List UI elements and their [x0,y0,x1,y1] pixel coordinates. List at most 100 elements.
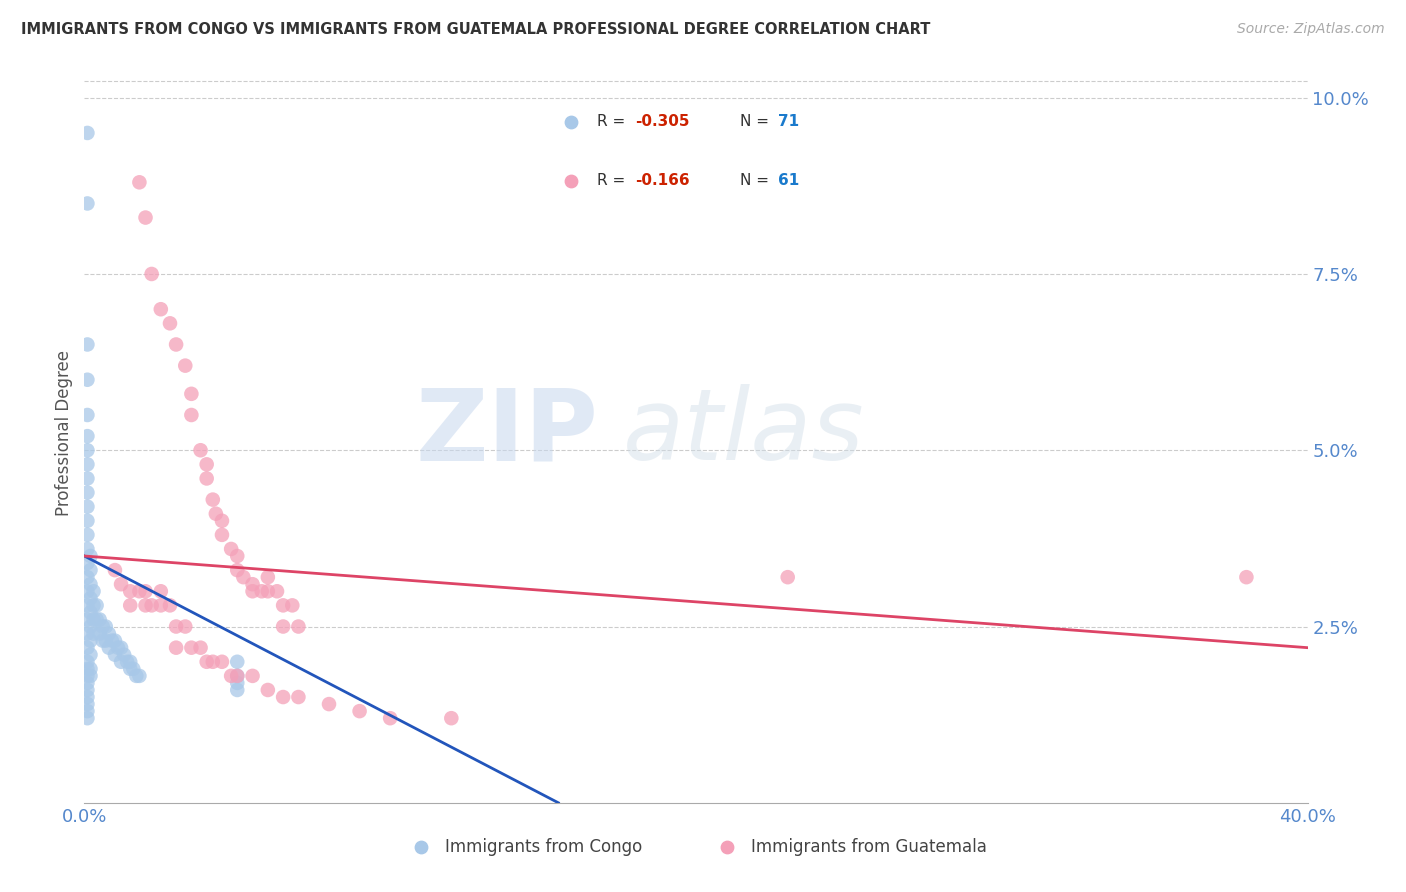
Point [91,619,114,633]
Point [190,443,212,458]
Point [211,655,233,669]
Point [79,606,101,620]
Point [205,507,228,521]
Point [76,690,98,704]
Point [287,619,309,633]
Point [97,626,120,640]
Point [79,648,101,662]
Point [257,683,280,698]
Point [79,591,101,606]
Point [271,599,294,613]
Point [226,563,249,577]
Point [281,599,304,613]
Point [76,697,98,711]
Point [79,669,101,683]
Point [89,612,111,626]
Point [380,711,402,725]
Point [349,704,371,718]
Point [120,662,142,676]
Point [76,704,98,718]
Text: ZIP: ZIP [415,384,598,481]
Point [79,633,101,648]
Point [104,633,127,648]
Point [76,612,98,626]
Point [776,570,799,584]
Point [180,408,202,422]
Point [211,514,233,528]
Point [440,711,463,725]
Point [174,619,197,633]
Point [76,408,98,422]
Point [242,584,264,599]
Point [76,711,98,725]
Point [79,619,101,633]
Point [226,683,249,698]
Text: Source: ZipAtlas.com: Source: ZipAtlas.com [1237,22,1385,37]
Point [226,655,249,669]
Point [76,471,98,485]
Point [226,669,249,683]
Point [94,619,117,633]
Point [86,612,108,626]
Point [271,690,294,704]
Point [135,599,157,613]
Point [159,316,181,330]
Point [107,640,129,655]
Point [76,126,98,140]
Point [195,458,218,472]
Point [76,500,98,514]
Point [120,655,142,669]
Point [128,175,150,189]
Point [195,655,218,669]
Point [226,676,249,690]
Point [141,267,163,281]
Point [120,584,142,599]
Point [83,612,105,626]
Point [165,640,187,655]
Point [135,584,157,599]
Point [83,626,105,640]
Point [257,584,280,599]
Point [97,640,120,655]
Point [79,549,101,563]
Point [190,640,212,655]
Point [104,563,127,577]
Point [318,697,340,711]
Point [79,563,101,577]
Point [76,626,98,640]
Point [242,577,264,591]
Point [271,619,294,633]
Point [94,633,117,648]
Text: IMMIGRANTS FROM CONGO VS IMMIGRANTS FROM GUATEMALA PROFESSIONAL DEGREE CORRELATI: IMMIGRANTS FROM CONGO VS IMMIGRANTS FROM… [21,22,931,37]
Point [174,359,197,373]
Point [1236,570,1258,584]
Point [226,669,249,683]
Point [112,648,135,662]
Point [91,633,114,648]
Point [110,655,132,669]
Point [76,584,98,599]
Point [115,655,138,669]
Point [76,196,98,211]
Point [165,337,187,351]
Point [165,619,187,633]
Point [201,655,224,669]
Text: atlas: atlas [623,384,865,481]
Point [122,662,145,676]
Point [76,485,98,500]
Point [287,690,309,704]
Point [159,599,181,613]
Point [76,662,98,676]
Point [149,599,172,613]
Point [76,556,98,570]
Point [104,648,127,662]
Point [76,640,98,655]
Point [266,584,288,599]
Point [101,633,124,648]
Point [250,584,273,599]
Point [76,683,98,698]
Point [128,669,150,683]
Point [110,640,132,655]
Point [83,599,105,613]
Point [149,584,172,599]
